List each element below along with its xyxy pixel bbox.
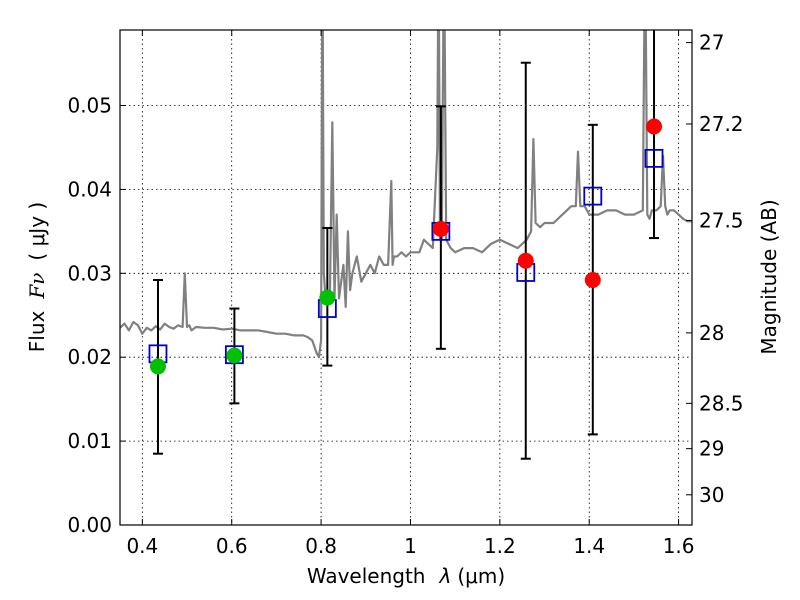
circle-marker <box>432 220 449 237</box>
circle-marker <box>584 272 601 289</box>
y-tick-label: 0.02 <box>67 345 112 369</box>
x-tick-label: 1 <box>404 534 417 558</box>
circle-marker <box>226 347 243 364</box>
y2-tick-label: 30 <box>699 483 724 507</box>
y-axis-label: FluxFν( μJy ) <box>25 202 49 352</box>
y2-tick-label: 27.2 <box>699 112 744 136</box>
y2-tick-label: 29 <box>699 437 724 461</box>
y-tick-label: 0.05 <box>67 94 112 118</box>
y2-tick-label: 28.5 <box>699 391 744 415</box>
square-marker <box>583 186 603 206</box>
y2-tick-label: 28 <box>699 321 724 345</box>
x-tick-label: 1.6 <box>663 534 695 558</box>
x-axis-label: Wavelength λ (μm) <box>307 564 505 588</box>
circle-marker <box>517 252 534 269</box>
spectrum-line <box>120 30 692 359</box>
circle-marker <box>149 358 166 375</box>
x-tick-label: 1.2 <box>484 534 516 558</box>
circle-marker <box>319 289 336 306</box>
error-bars <box>152 30 660 460</box>
x-tick-label: 0.8 <box>305 534 337 558</box>
y-tick-label: 0.04 <box>67 177 112 201</box>
grid <box>120 30 692 526</box>
square-marker <box>644 148 664 168</box>
x-tick-label: 0.4 <box>126 534 158 558</box>
model-spectrum <box>120 30 692 359</box>
y-tick-label: 0.01 <box>67 429 112 453</box>
circle-marker <box>646 118 663 135</box>
axis-ticks: 0.4 0.6 0.8 1 1.2 1.4 1.6 0.00 0.01 0.02 0.03 0.04 0… <box>67 30 744 558</box>
x-tick-label: 0.6 <box>216 534 248 558</box>
y2-axis-label: Magnitude (AB) <box>757 199 781 354</box>
y2-tick-label: 27.5 <box>699 208 744 232</box>
x-tick-label: 1.4 <box>573 534 605 558</box>
y-tick-label: 0.00 <box>67 513 112 537</box>
y2-tick-label: 27 <box>699 31 724 55</box>
data-markers <box>148 118 664 375</box>
plot-frame <box>119 29 693 526</box>
y-tick-label: 0.03 <box>67 261 112 285</box>
